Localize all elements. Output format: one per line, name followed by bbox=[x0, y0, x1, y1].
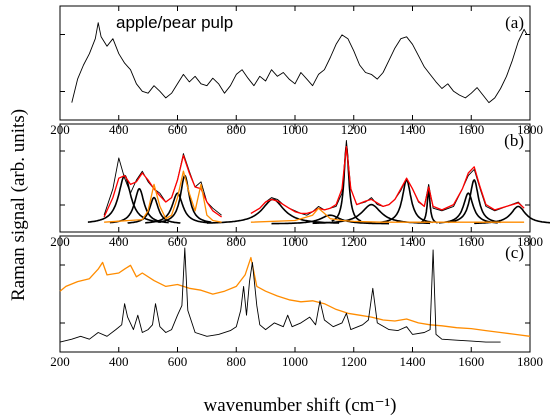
series-line-4 bbox=[104, 170, 222, 223]
panels-group: 200 400 600 800 1000 1200 1400 1600 1800 (a) apple… bbox=[50, 5, 550, 369]
x-tick-label: 1400 bbox=[400, 354, 426, 369]
x-tick-label: 800 bbox=[227, 234, 247, 249]
x-tick-label: 1400 bbox=[400, 122, 426, 137]
series-line-0 bbox=[71, 22, 528, 104]
x-tick-label: 1200 bbox=[341, 354, 367, 369]
lorentz-fit-peak bbox=[331, 144, 362, 222]
x-tick-label: 400 bbox=[109, 354, 129, 369]
panel-tag: (c) bbox=[505, 243, 524, 262]
x-tick-label: 400 bbox=[109, 234, 129, 249]
x-tick-label: 800 bbox=[227, 354, 247, 369]
series-line-5 bbox=[250, 207, 525, 223]
x-tick-label: 600 bbox=[168, 354, 188, 369]
lorentz-fit-peak bbox=[447, 178, 501, 224]
x-tick-label: 1000 bbox=[282, 354, 308, 369]
series-line-0 bbox=[103, 153, 222, 216]
lorentz-fit-peak bbox=[145, 192, 210, 224]
x-tick-label: 1200 bbox=[341, 234, 367, 249]
x-tick-label: 1000 bbox=[282, 234, 308, 249]
series-line-1 bbox=[59, 247, 501, 343]
series-line-1 bbox=[250, 139, 525, 216]
panel-tag: (a) bbox=[505, 13, 524, 32]
lorentz-fit-peak bbox=[312, 203, 431, 225]
series-line-3 bbox=[250, 145, 525, 215]
x-tick-label: 1600 bbox=[458, 354, 484, 369]
y-axis-title: Raman signal (arb. units) bbox=[8, 109, 29, 301]
series-line-0 bbox=[59, 256, 531, 337]
lorentz-fit-peak bbox=[271, 214, 390, 225]
x-tick-label: 1600 bbox=[458, 122, 484, 137]
panel-frame-c bbox=[59, 235, 531, 353]
x-tick-label: 400 bbox=[109, 122, 129, 137]
x-tick-label: 1800 bbox=[517, 354, 543, 369]
x-tick-label: 600 bbox=[168, 122, 188, 137]
lorentz-fit-peak bbox=[127, 196, 181, 224]
x-tick-label: 600 bbox=[168, 234, 188, 249]
series-line-2 bbox=[103, 154, 222, 218]
x-tick-label: 800 bbox=[227, 122, 247, 137]
x-axis-title: wavenumber shift (cm⁻¹) bbox=[204, 395, 397, 416]
panel-tag: (b) bbox=[504, 131, 524, 150]
x-tick-label: 1400 bbox=[400, 234, 426, 249]
x-tick-label: 1600 bbox=[458, 234, 484, 249]
x-tick-label: 200 bbox=[50, 354, 70, 369]
x-tick-label: 1200 bbox=[341, 122, 367, 137]
x-tick-label: 1000 bbox=[282, 122, 308, 137]
panel-title: apple/pear pulp bbox=[116, 13, 233, 32]
lorentz-fit-peak bbox=[419, 188, 438, 224]
